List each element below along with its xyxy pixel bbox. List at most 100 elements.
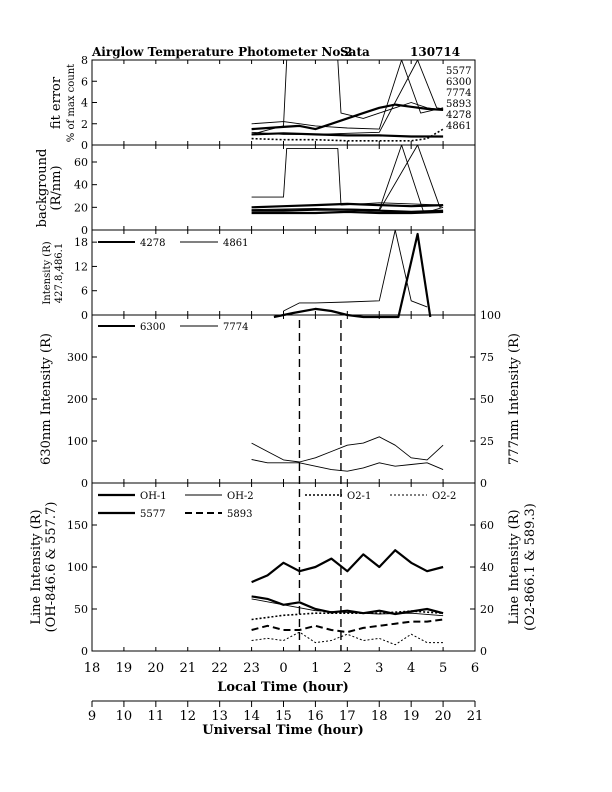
series-background-4861 [251,210,444,215]
title-instrument: Airglow Temperature Photometer No.2 [91,45,353,59]
y-tick-label-right: 0 [480,645,487,658]
series-line_intensity-5893 [251,618,444,634]
x-tick-label-universal: 18 [371,709,388,724]
y-tick-label: 2 [81,118,88,131]
legend-label-6300: 6300 [140,322,165,333]
series-630_777-6300 [251,436,444,463]
legend-label-O2-1: O2-1 [347,491,371,502]
x-tick-label-universal: 17 [339,709,356,724]
x-tick-label-universal: 14 [243,709,260,724]
ylabel-background: background [35,149,50,228]
ylabel-intensity-427-sub: 427.8,486.1 [54,243,65,303]
series-intensity_427_486-4278 [273,232,432,319]
chart-marks [251,59,444,651]
series-fit_error-5893 [251,59,444,135]
x-tick-label-local: 21 [179,661,196,676]
y-tick-label: 6 [81,285,88,298]
y-tick-label-right: 50 [480,393,494,406]
series-fit_error-5577 [251,103,444,131]
x-tick-label-local: 22 [211,661,228,676]
x-tick-label-local: 6 [471,661,479,676]
y-tick-label: 0 [81,477,88,490]
legend-label-4861: 4861 [223,238,248,249]
x-tick-label-local: 19 [116,661,133,676]
legend-label-fit-6300: 6300 [446,77,471,88]
legend-label-7774: 7774 [223,322,248,333]
legend-label-4278: 4278 [140,238,165,249]
series-fit_error-7774 [251,59,444,130]
y-tick-label: 0 [81,309,88,322]
series-line_intensity-O2-2 [251,631,444,646]
ylabel-background-unit: (R/nm) [49,165,64,210]
x-tick-label-local: 1 [311,661,319,676]
series-line_intensity-O2-1 [251,610,444,621]
x-tick-label-universal: 20 [435,709,452,724]
series-fit_error-6300 [251,59,444,135]
y-tick-label: 100 [67,435,88,448]
y-tick-label: 50 [74,603,88,616]
series-630_777-7774 [251,459,444,472]
x-tick-label-local: 0 [279,661,287,676]
xlabel-universal: Universal Time (hour) [202,723,364,738]
legend-label-fit-7774: 7774 [446,88,471,99]
y-tick-label-right: 20 [480,603,494,616]
y-tick-label: 60 [74,156,88,169]
series-line_intensity-5577 [251,549,444,584]
ylabel-fit-error: fit error [49,76,64,129]
legend-label-fit-5893: 5893 [446,99,471,110]
legend-label-5893: 5893 [227,509,252,520]
series-background-5577 [251,202,444,209]
y-tick-label-right: 0 [480,477,487,490]
y-tick-label: 4 [81,97,88,110]
y-tick-label: 20 [74,201,88,214]
legend-label-5577: 5577 [140,509,165,520]
y-tick-label-right: 25 [480,435,494,448]
series-fit_error-4278 [251,132,444,138]
y-tick-label: 12 [74,260,88,273]
y-tick-label: 0 [81,645,88,658]
title-date: 130714 [410,45,460,59]
y-tick-label-right: 75 [480,351,494,364]
series-background-6300 [251,147,444,206]
x-tick-label-local: 3 [375,661,383,676]
axis-ticks: 18 19 20 21 22 23 0 1 2 3 4 5 69 10 11 12 13 14 15 16 17 18 19… [67,54,501,724]
title-site: Sata [340,45,370,59]
x-tick-label-local: 23 [243,661,260,676]
series-background-5893 [251,144,444,212]
y-tick-label: 0 [81,224,88,237]
series-intensity_427_486-4861 [283,229,428,312]
series-line_intensity-OH-1 [251,595,444,616]
ylabel-fit-error-unit: % of max count [66,64,77,142]
legend-label-fit-4861: 4861 [446,121,471,132]
series-background-7774 [251,144,444,214]
legend-label-OH-2: OH-2 [227,491,254,502]
panel-background-frame [91,144,476,231]
ylabel-intensity-427: Intensity (R) [42,241,53,304]
legend-label-OH-1: OH-1 [140,491,167,502]
x-tick-label-universal: 16 [307,709,324,724]
x-tick-label-universal: 10 [116,709,133,724]
ylabel-line-intensity-left-1: Line Intensity (R) [29,509,44,624]
x-tick-label-local: 18 [84,661,101,676]
legend-label-fit-4278: 4278 [446,110,471,121]
x-tick-label-universal: 11 [148,709,165,724]
ylabel-line-intensity-right-1: Line Intensity (R) [507,509,522,624]
y-tick-label: 150 [67,519,88,532]
legend-label-O2-2: O2-2 [432,491,456,502]
y-tick-label-right: 60 [480,519,494,532]
x-tick-label-universal: 21 [467,709,484,724]
x-tick-label-local: 5 [439,661,447,676]
series-fit_error-4861 [251,128,444,142]
x-tick-label-universal: 15 [275,709,292,724]
x-tick-label-local: 20 [148,661,165,676]
x-tick-label-universal: 12 [179,709,196,724]
y-tick-label: 300 [67,351,88,364]
y-tick-label: 6 [81,75,88,88]
y-tick-label: 100 [67,561,88,574]
xlabel-local: Local Time (hour) [217,680,349,695]
y-tick-label: 18 [74,236,88,249]
x-tick-label-local: 2 [343,661,351,676]
ylabel-line-intensity-left-2: (OH-846.6 & 557.7) [44,502,59,633]
